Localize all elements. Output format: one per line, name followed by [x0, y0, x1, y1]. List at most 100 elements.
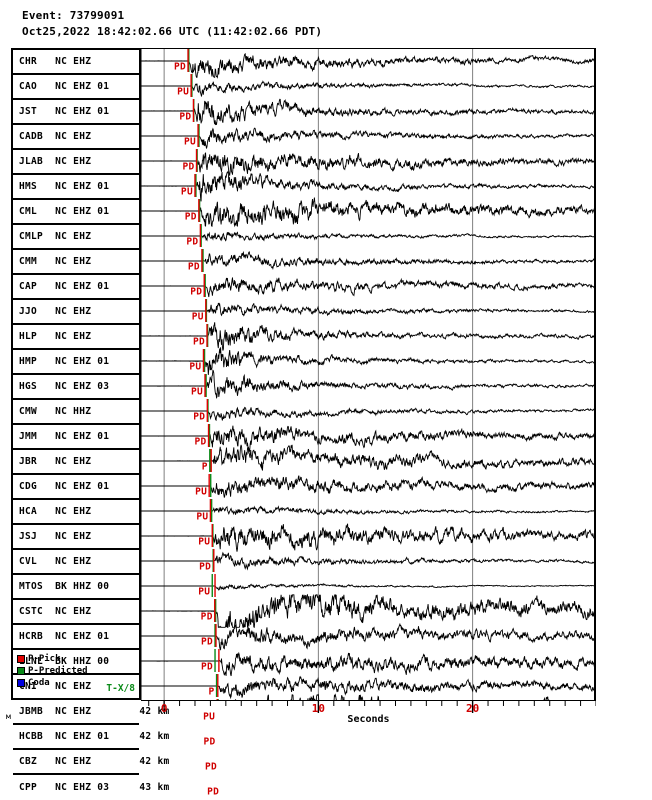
station-label-row[interactable]: CSTC NC EHZ 40 km [13, 600, 169, 625]
station-label-row[interactable]: HCBB NC EHZ 01 42 km [13, 725, 169, 750]
waveform-svg [141, 48, 596, 700]
seismic-trace [141, 250, 596, 271]
station-label-row[interactable]: HLP NC EHZ 30 km [13, 325, 169, 350]
seismic-trace [141, 593, 596, 629]
time-scale-note: T-X/8 [106, 683, 135, 694]
seismic-trace [141, 170, 596, 202]
seismic-trace [141, 277, 596, 298]
seismic-trace [141, 197, 596, 228]
legend: P-Pick P-Predicted Coda T-X/8 [13, 648, 139, 698]
seismic-trace [141, 127, 596, 149]
legend-item: P-Pick [17, 653, 139, 664]
station-label-row[interactable]: HMP NC EHZ 01 31 km [13, 350, 169, 375]
seismic-trace [141, 425, 596, 454]
station-label-row[interactable]: JJO NC EHZ 29 km [13, 300, 169, 325]
station-label-row[interactable]: MTOS BK HHZ 00 38 km [13, 575, 169, 600]
station-label-row[interactable]: JLAB NC EHZ 18 km [13, 150, 169, 175]
station-label-row[interactable]: CHR NC EHZ 11 km [13, 50, 169, 75]
pick-label: PU [198, 536, 211, 548]
legend-label: P-Predicted [28, 665, 88, 676]
plot-border [141, 48, 596, 700]
time-axis-ticks [141, 700, 596, 713]
pick-label: PU [177, 86, 190, 98]
station-label-row[interactable]: CMLP NC EHZ 21 km [13, 225, 169, 250]
seismic-trace [141, 347, 596, 375]
station-label-row[interactable]: CVL NC EHZ 38 km [13, 550, 169, 575]
legend-item: Coda [17, 677, 139, 688]
station-label-column: CHR NC EHZ 11 km CAO NC EHZ 01 13 km JST N… [11, 48, 169, 793]
pick-label: PD [200, 661, 214, 673]
station-label-row[interactable]: CMW NC HHZ 32 km [13, 400, 169, 425]
station-label-row[interactable]: HMS NC EHZ 01 18 km [13, 175, 169, 200]
axis-tick-label: 0 [160, 702, 168, 715]
pick-label: PU [191, 311, 204, 323]
pick-label: PD [193, 411, 206, 423]
header-block: Event: 73799091 Oct25,2022 18:42:02.66 U… [22, 8, 322, 40]
seismic-trace [141, 444, 596, 471]
station-label-row[interactable]: CMM NC EHZ 23 km [13, 250, 169, 275]
seismic-trace [141, 80, 596, 97]
station-label-row[interactable]: HGS NC EHZ 03 31 km [13, 375, 169, 400]
station-label-row[interactable]: JSJ NC EHZ 37 km [13, 525, 169, 550]
seismic-trace [141, 52, 596, 79]
station-label-text: JBMB NC EHZ 42 km [19, 706, 170, 717]
pick-label: P [208, 686, 215, 698]
legend-item: P-Predicted [17, 665, 139, 676]
pick-label: PU [195, 486, 208, 498]
pick-label: PU [190, 386, 203, 398]
pick-label: PD [194, 436, 207, 448]
event-time-line: Oct25,2022 18:42:02.66 UTC (11:42:02.66 … [22, 25, 323, 38]
station-label-row[interactable]: CADB NC EHZ 17 km [13, 125, 169, 150]
legend-swatch [17, 654, 25, 663]
seismic-trace [141, 475, 596, 498]
station-label-row[interactable]: CBZ NC EHZ 42 km [13, 750, 169, 775]
event-id-line: Event: 73799091 [22, 9, 125, 22]
pick-label: PD [186, 236, 199, 248]
seismic-trace [141, 505, 596, 516]
station-label-row[interactable]: JMM NC EHZ 01 33 km [13, 425, 169, 450]
station-label-row[interactable]: HCA NC EHZ 36 km [13, 500, 169, 525]
legend-label: Coda [28, 677, 50, 688]
seismic-trace [141, 369, 596, 400]
pick-label: PD [207, 786, 220, 798]
pick-label: PD [190, 286, 203, 298]
seismic-trace [141, 322, 596, 351]
station-label-text: HCBB NC EHZ 01 42 km [19, 731, 170, 742]
axis-tick-label: 20 [465, 702, 480, 715]
station-label-row[interactable]: CAO NC EHZ 01 13 km [13, 75, 169, 100]
seismic-trace [141, 231, 596, 242]
pick-label: PD [192, 336, 205, 348]
pick-label: PD [199, 561, 212, 573]
pick-label: PD [173, 61, 187, 73]
pick-label: PU [203, 711, 216, 723]
station-label-text: CBZ NC EHZ 42 km [19, 756, 170, 767]
time-axis [141, 700, 596, 714]
seismic-trace [141, 551, 596, 571]
pick-label: PD [204, 761, 218, 773]
axis-tick-label: 10 [311, 702, 325, 715]
legend-swatch [17, 678, 25, 687]
x-axis-label: Seconds [347, 714, 390, 725]
station-label-row[interactable]: CML NC EHZ 01 19 km [13, 200, 169, 225]
seismic-trace [141, 406, 596, 422]
legend-label: P-Pick [28, 653, 61, 664]
waveform-plot-area: PD PU PD PU PD PU PD PD PD PD PU PD PU PU PD PD P PU PU PU P… [141, 48, 596, 798]
pick-label: PU [196, 511, 209, 523]
seismic-trace [141, 152, 596, 177]
station-label-text: CPP NC EHZ 03 43 km [19, 782, 170, 793]
pick-label: PD [179, 111, 192, 123]
pick-label: PD [203, 736, 216, 748]
pick-label: PD [182, 161, 195, 173]
station-label-row[interactable]: JST NC EHZ 01 16 km [13, 100, 169, 125]
station-label-row[interactable]: HCRB NC EHZ 01 40 km [13, 625, 169, 650]
pick-label: PD [200, 636, 214, 648]
corner-mark: м [6, 712, 11, 721]
station-label-row[interactable]: CAP NC EHZ 01 27 km [13, 275, 169, 300]
station-label-row[interactable]: JBR NC EHZ 33 km [13, 450, 169, 475]
station-label-row[interactable]: JBMB NC EHZ 42 km [13, 700, 169, 725]
seismic-trace [141, 302, 596, 317]
station-label-row[interactable]: CPP NC EHZ 03 43 km [13, 775, 169, 800]
seismic-trace [141, 98, 596, 126]
station-label-row[interactable]: CDG NC EHZ 01 36 km [13, 475, 169, 500]
pick-label: P [201, 461, 208, 473]
